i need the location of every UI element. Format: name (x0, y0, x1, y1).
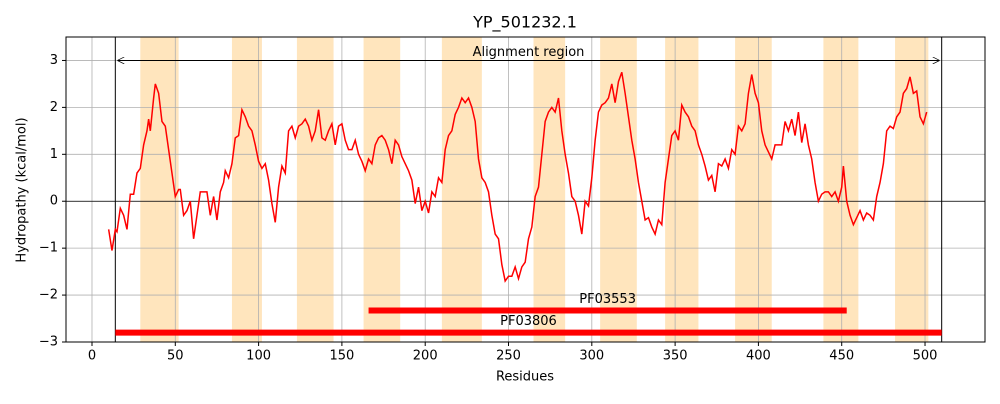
y-tick-label: 1 (50, 147, 58, 162)
highlight-region (140, 37, 179, 342)
y-tick-label: 0 (50, 194, 58, 209)
y-tick-label: −2 (39, 288, 58, 303)
domain-label: PF03806 (500, 314, 557, 329)
chart-title: YP_501232.1 (472, 13, 577, 33)
x-tick-label: 200 (413, 349, 438, 364)
highlight-region (600, 37, 637, 342)
x-tick-label: 350 (663, 349, 688, 364)
hydropathy-line (107, 71, 928, 283)
x-tick-label: 50 (167, 349, 184, 364)
x-tick-label: 150 (329, 349, 354, 364)
alignment-label: Alignment region (473, 45, 585, 60)
y-tick-label: 2 (50, 100, 58, 115)
highlight-region (231, 37, 262, 342)
y-tick-label: −1 (39, 241, 58, 256)
y-axis-label: Hydropathy (kcal/mol) (15, 117, 30, 262)
x-tick-label: 0 (88, 349, 96, 364)
highlight-region (441, 37, 482, 342)
y-tick-label: 3 (50, 53, 58, 68)
highlight-region (665, 37, 699, 342)
x-axis-label: Residues (496, 370, 554, 385)
x-tick-label: 400 (746, 349, 771, 364)
highlight-region (363, 37, 401, 342)
x-tick-label: 100 (246, 349, 271, 364)
y-tick-label: −3 (39, 335, 58, 350)
x-tick-label: 500 (913, 349, 938, 364)
plot-frame (65, 36, 986, 343)
domain-label: PF03553 (579, 292, 636, 307)
x-tick-label: 300 (579, 349, 604, 364)
x-tick-label: 450 (829, 349, 854, 364)
highlight-region (296, 37, 334, 342)
highlight-region (533, 37, 566, 342)
x-tick-label: 250 (496, 349, 521, 364)
